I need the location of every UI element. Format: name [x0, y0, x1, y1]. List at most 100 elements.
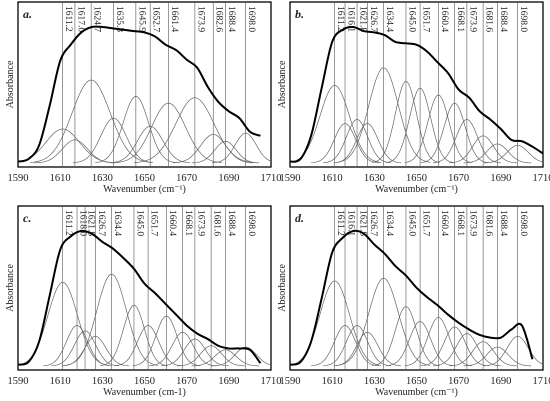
- peak-label-1611.2: 1611.2: [335, 210, 345, 236]
- component-curve-1645.0: [372, 81, 440, 163]
- peak-label-1618.0: 1618.0: [78, 210, 88, 236]
- component-curve-1651.7: [386, 87, 454, 163]
- x-tick-1670: 1670: [176, 173, 197, 184]
- peak-label-1651.7: 1651.7: [149, 210, 159, 236]
- peak-label-1616.1: 1616.1: [346, 210, 356, 236]
- component-curve-1634.4: [336, 67, 431, 163]
- component-curve-1698.0: [483, 335, 544, 367]
- component-curve-1660.4: [404, 317, 473, 367]
- x-axis-label: Wavenumber (cm⁻¹): [103, 184, 186, 195]
- component-curve-1660.4: [132, 315, 201, 367]
- x-tick-1690: 1690: [218, 173, 239, 184]
- spectrum-envelope: [17, 25, 261, 163]
- component-curve-1635.3: [73, 117, 154, 164]
- peak-label-1624.7: 1624.7: [92, 6, 102, 32]
- component-curve-1624.7: [30, 79, 152, 163]
- y-axis-label: Absorbance: [5, 264, 16, 312]
- x-tick-1670: 1670: [448, 376, 469, 387]
- component-curve-1634.4: [336, 277, 431, 366]
- x-tick-1590: 1590: [280, 376, 301, 387]
- component-curve-1681.6: [177, 345, 245, 367]
- component-curve-1681.6: [449, 135, 517, 164]
- x-tick-1650: 1650: [134, 173, 155, 184]
- component-curve-1681.6: [449, 341, 517, 367]
- panel-letter: c.: [23, 211, 31, 225]
- component-curve-1645.0: [372, 306, 440, 366]
- x-tick-1650: 1650: [134, 376, 155, 387]
- x-tick-1710: 1710: [533, 376, 550, 387]
- spectrum-envelope: [289, 25, 544, 163]
- x-tick-1610: 1610: [50, 173, 71, 184]
- plot-frame: [289, 205, 544, 371]
- peak-label-1626.7: 1626.7: [368, 210, 378, 236]
- x-tick-1690: 1690: [218, 376, 239, 387]
- peak-label-1652.7: 1652.7: [151, 6, 161, 32]
- x-tick-1630: 1630: [92, 173, 113, 184]
- component-curve-1617.0: [34, 139, 115, 164]
- x-tick-1670: 1670: [176, 376, 197, 387]
- peak-label-1688.4: 1688.4: [498, 6, 508, 32]
- component-curve-1688.4: [191, 349, 260, 367]
- peak-label-1645.0: 1645.0: [406, 6, 416, 32]
- chart-panel-d: 1611.2 1616.1 1621.8 1626.7 1634.4 1645.0 1651…: [277, 205, 550, 398]
- x-axis-label: Wavenumber (cm⁻¹): [375, 184, 458, 195]
- x-tick-1630: 1630: [364, 376, 385, 387]
- x-tick-1650: 1650: [406, 376, 427, 387]
- peak-label-1651.7: 1651.7: [421, 210, 431, 236]
- panel-letter: d.: [295, 211, 304, 225]
- component-curve-1645.9: [95, 96, 176, 163]
- x-tick-1710: 1710: [261, 376, 282, 387]
- component-curve-1645.0: [100, 304, 168, 366]
- component-curve-1616.1: [311, 123, 379, 164]
- component-curve-1626.7: [333, 331, 402, 367]
- peak-label-1681.6: 1681.6: [212, 210, 222, 236]
- peak-label-1611.2: 1611.2: [63, 6, 73, 32]
- peak-label-1681.6: 1681.6: [484, 210, 494, 236]
- x-tick-1610: 1610: [322, 376, 343, 387]
- x-tick-1710: 1710: [261, 173, 282, 184]
- peak-label-1698.0: 1698.0: [246, 210, 256, 236]
- peak-label-1621.8: 1621.8: [86, 210, 96, 236]
- peak-label-1698.0: 1698.0: [246, 6, 256, 32]
- component-curve-1661.4: [114, 102, 223, 163]
- peak-label-1621.8: 1621.8: [358, 210, 368, 236]
- x-tick-1610: 1610: [50, 376, 71, 387]
- x-axis-label: Wavenumber (cm⁻¹): [375, 387, 458, 398]
- x-tick-1610: 1610: [322, 173, 343, 184]
- peak-label-1668.1: 1668.1: [455, 210, 465, 236]
- peak-label-1626.7: 1626.7: [96, 210, 106, 236]
- peak-label-1660.4: 1660.4: [167, 210, 177, 236]
- component-curve-1652.7: [109, 125, 190, 164]
- x-tick-1630: 1630: [364, 173, 385, 184]
- component-curve-1688.4: [191, 140, 260, 164]
- peak-label-1645.0: 1645.0: [134, 210, 144, 236]
- y-axis-label: Absorbance: [277, 60, 288, 108]
- peak-label-1617.0: 1617.0: [75, 6, 85, 32]
- plot-frame: [17, 205, 272, 371]
- component-curve-1668.1: [420, 326, 489, 367]
- peak-label-1688.4: 1688.4: [498, 210, 508, 236]
- component-curve-1668.1: [148, 331, 217, 367]
- peak-label-1611.2: 1611.2: [335, 6, 345, 32]
- peak-label-1698.0: 1698.0: [518, 6, 528, 32]
- component-curve-1626.7: [333, 123, 402, 164]
- component-curve-1621.8: [323, 325, 391, 367]
- component-curve-1621.8: [51, 330, 119, 367]
- component-curve-1660.4: [404, 94, 473, 163]
- peak-label-1645.0: 1645.0: [406, 210, 416, 236]
- peak-label-1660.4: 1660.4: [439, 6, 449, 32]
- plot-frame: [289, 1, 544, 168]
- component-curve-1688.4: [463, 346, 532, 367]
- y-axis-label: Absorbance: [5, 60, 16, 108]
- x-tick-1670: 1670: [448, 173, 469, 184]
- component-curve-1698.0: [483, 144, 544, 164]
- x-tick-1630: 1630: [92, 376, 113, 387]
- peak-label-1673.9: 1673.9: [467, 6, 477, 32]
- x-tick-1710: 1710: [533, 173, 550, 184]
- peak-label-1681.6: 1681.6: [484, 6, 494, 32]
- peak-label-1668.1: 1668.1: [183, 210, 193, 236]
- peak-label-1660.4: 1660.4: [439, 210, 449, 236]
- component-curve-1698.0: [211, 132, 272, 164]
- peak-label-1688.4: 1688.4: [226, 6, 236, 32]
